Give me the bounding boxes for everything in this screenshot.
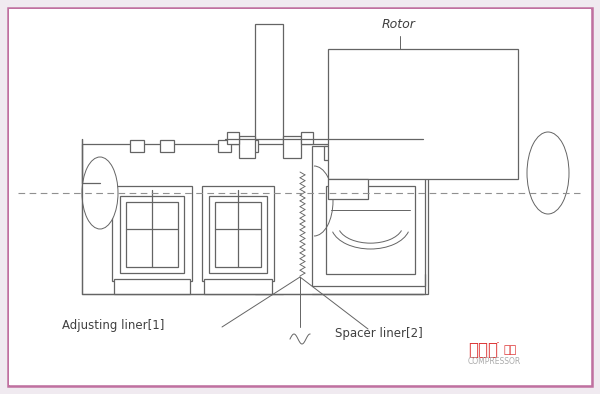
Bar	[202, 186, 274, 281]
Text: 压缩机: 压缩机	[468, 341, 498, 359]
Bar	[215, 202, 261, 267]
Ellipse shape	[82, 157, 118, 229]
Text: Rotor: Rotor	[382, 18, 416, 31]
Bar	[239, 136, 255, 158]
Bar	[160, 140, 174, 152]
Bar	[204, 279, 272, 294]
Bar	[82, 144, 428, 294]
Bar	[245, 140, 258, 152]
Bar	[209, 196, 267, 273]
Bar	[114, 279, 190, 294]
Bar	[112, 186, 192, 281]
Bar	[312, 146, 425, 286]
Bar	[255, 24, 283, 294]
Text: Spacer liner[2]: Spacer liner[2]	[335, 327, 423, 340]
Bar	[328, 49, 518, 179]
Bar	[301, 132, 313, 144]
Ellipse shape	[527, 132, 569, 214]
Bar	[344, 146, 356, 160]
Bar	[326, 186, 415, 274]
Text: COMPRESSOR: COMPRESSOR	[468, 357, 521, 366]
Bar	[227, 132, 239, 144]
Text: Adjusting liner[1]: Adjusting liner[1]	[62, 320, 164, 333]
Bar	[120, 196, 184, 273]
Bar	[283, 136, 301, 158]
Bar	[328, 179, 368, 199]
Text: ·: ·	[496, 338, 500, 351]
Bar	[218, 140, 231, 152]
Bar	[126, 202, 178, 267]
Bar	[324, 146, 338, 160]
Bar	[130, 140, 144, 152]
Bar	[395, 146, 407, 160]
Text: 杂志: 杂志	[503, 345, 516, 355]
